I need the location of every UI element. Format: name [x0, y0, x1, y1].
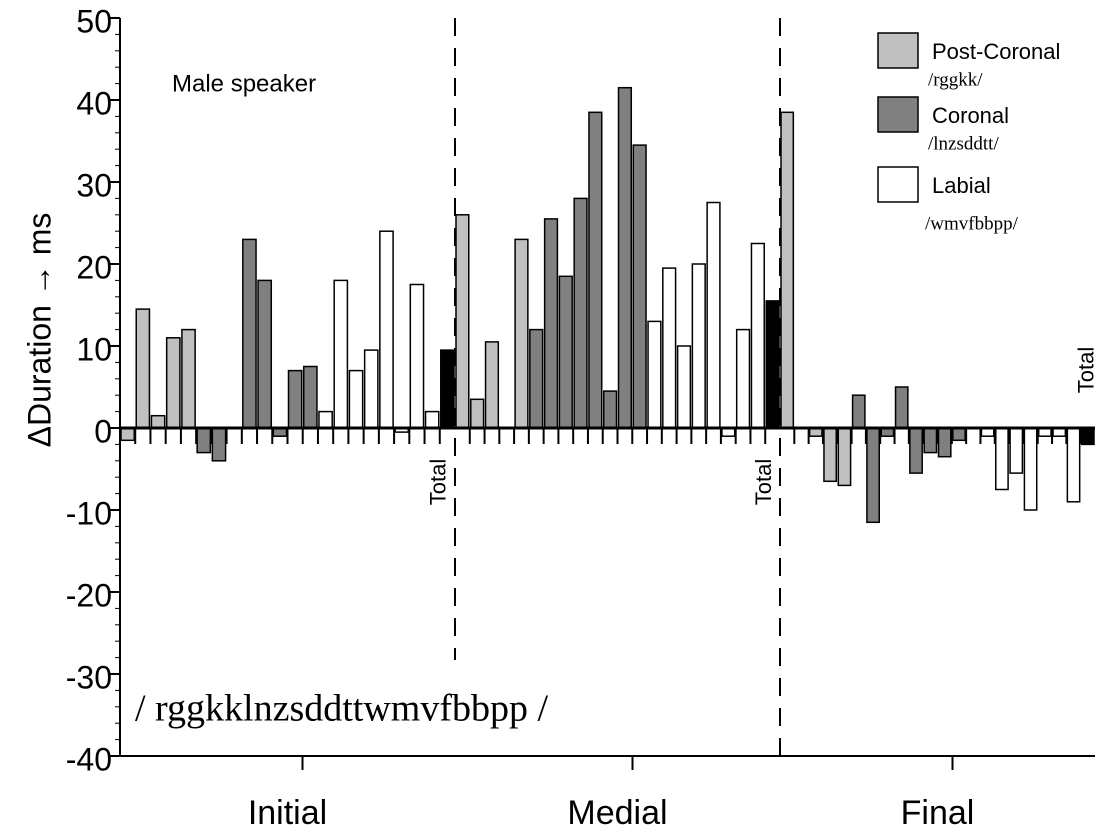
bar [851, 394, 866, 429]
bar [333, 279, 349, 429]
bar [632, 144, 647, 429]
bar [691, 263, 706, 429]
bar [750, 242, 765, 429]
total-label: Total [751, 459, 776, 505]
bar [348, 369, 364, 429]
bar [150, 414, 166, 429]
x-tick-label: Medial [567, 794, 667, 832]
bar [558, 275, 573, 429]
bar [706, 201, 721, 429]
bar [995, 427, 1009, 491]
bar [470, 398, 485, 429]
bar [424, 410, 440, 429]
bar [1080, 427, 1095, 446]
phoneme-string: / rggkklnzsddttwmvfbbpp / [135, 688, 549, 730]
bar [120, 427, 135, 442]
bar [676, 345, 692, 429]
bar [455, 214, 470, 429]
bar [662, 267, 677, 429]
bar [823, 427, 838, 483]
bar [363, 349, 379, 429]
bar [543, 218, 559, 429]
bar [894, 386, 909, 429]
legend-phonemes: /rggkk/ [928, 69, 983, 90]
y-tick-label: 50 [76, 3, 112, 39]
bar [318, 410, 333, 429]
bar [837, 427, 852, 487]
legend-swatch [877, 166, 919, 203]
bar [257, 279, 273, 429]
bar [765, 300, 780, 429]
bar [923, 427, 938, 454]
legend-label: Labial [932, 173, 991, 198]
bar [602, 390, 618, 429]
y-tick-label: 0 [94, 413, 112, 449]
bar [529, 328, 544, 429]
y-axis-label: ΔDuration → ms [21, 213, 57, 448]
bar [211, 427, 227, 462]
bar [952, 427, 966, 442]
legend-swatch [877, 96, 919, 133]
bar [165, 337, 181, 429]
x-tick-label: Final [901, 794, 975, 832]
total-label: Total [1074, 347, 1099, 393]
bar [287, 369, 303, 429]
bar [1023, 427, 1038, 511]
y-tick-label: 30 [76, 167, 112, 203]
bar [647, 320, 662, 429]
bar [302, 365, 318, 429]
annotation: Male speaker [172, 70, 316, 97]
bar [780, 111, 795, 429]
bar [735, 328, 751, 429]
legend-label: Post-Coronal [932, 39, 1060, 64]
total-label: Total [426, 459, 451, 505]
phoneme-box [126, 668, 706, 754]
bar [937, 427, 952, 458]
y-tick-label: -30 [66, 659, 112, 695]
legend-label: Coronal [932, 103, 1009, 128]
bar [573, 197, 588, 429]
x-tick-label: Initial [248, 794, 327, 832]
bar [484, 341, 500, 429]
y-tick-label: -10 [66, 495, 112, 531]
bar [866, 427, 880, 524]
bar [242, 238, 257, 429]
bar [409, 283, 425, 429]
bar [135, 308, 151, 429]
bar [196, 427, 212, 454]
legend-swatch [877, 32, 919, 69]
bar [617, 86, 633, 429]
legend-phonemes: /lnzsddtt/ [928, 133, 999, 154]
bar [181, 328, 196, 429]
y-tick-label: 10 [76, 331, 112, 367]
bar [379, 230, 394, 429]
bar [1066, 427, 1081, 503]
bar [909, 427, 923, 474]
bar [588, 111, 603, 429]
bar [1009, 427, 1024, 474]
y-tick-label: 20 [76, 249, 112, 285]
y-tick-label: -20 [66, 577, 112, 613]
legend-phonemes: /wmvfbbpp/ [925, 213, 1019, 234]
y-tick-label: -40 [66, 741, 112, 777]
y-tick-label: 40 [76, 85, 112, 121]
bar [514, 238, 529, 429]
bar [440, 349, 455, 429]
